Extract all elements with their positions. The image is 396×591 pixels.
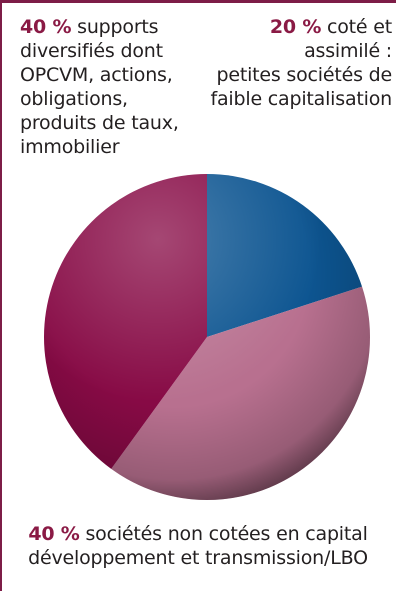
pie-chart <box>43 174 370 501</box>
slice-percent-unlisted: 40 % <box>28 523 80 545</box>
pie-gloss <box>44 174 370 500</box>
slice-percent-listed: 20 % <box>269 16 322 38</box>
slice-label-diversified: 40 % supports diversifiés dont OPCVM, ac… <box>20 15 195 159</box>
frame-left-border <box>0 0 2 591</box>
slice-text-unlisted: sociétés non cotées en capital développe… <box>28 523 368 569</box>
slice-text-listed: coté et assimilé : petites sociétés de f… <box>210 16 393 110</box>
slice-label-listed: 20 % coté et assimilé : petites sociétés… <box>196 15 393 111</box>
slice-text-diversified: supports diversifiés dont OPCVM, actions… <box>20 16 179 158</box>
slice-percent-diversified: 40 % <box>20 16 72 38</box>
slice-label-unlisted: 40 % sociétés non cotées en capital déve… <box>0 522 396 570</box>
frame-top-border <box>0 0 396 3</box>
